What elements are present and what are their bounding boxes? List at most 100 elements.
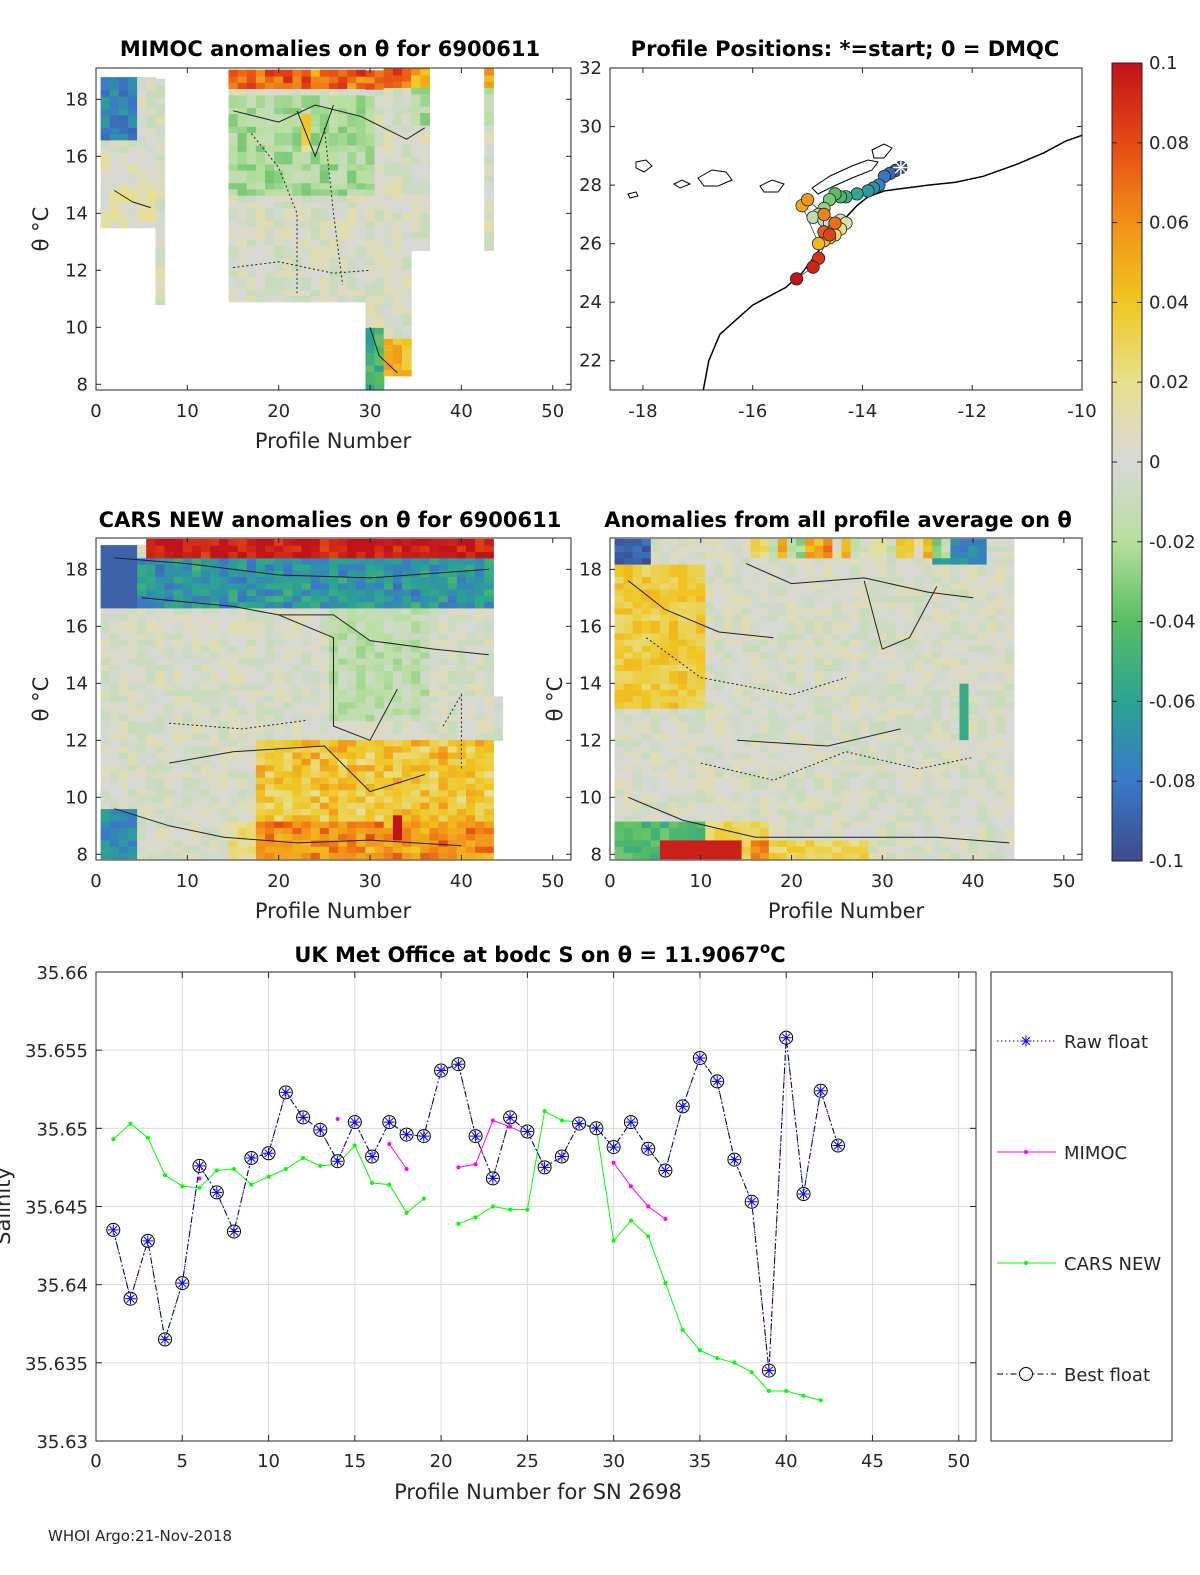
heatmap-cell <box>328 626 339 634</box>
heatmap-cell <box>796 582 806 590</box>
heatmap-cell <box>669 726 679 734</box>
heatmap-cell <box>420 162 430 170</box>
heatmap-cell <box>456 607 467 615</box>
heatmap-cell <box>255 639 266 647</box>
heatmap-cell <box>714 639 725 647</box>
heatmap-cell <box>402 331 412 339</box>
heatmap-cell <box>696 576 706 584</box>
heatmap-cell <box>732 733 743 741</box>
heatmap-cell <box>805 639 815 647</box>
heatmap-cell <box>365 664 376 672</box>
heatmap-cell <box>787 733 797 741</box>
heatmap-cell <box>118 551 129 559</box>
heatmap-cell <box>374 264 385 272</box>
heatmap-cell <box>402 770 412 778</box>
heatmap-cell <box>283 833 293 841</box>
heatmap-cell <box>420 626 430 634</box>
heatmap-cell <box>741 570 752 578</box>
heatmap-cell <box>328 276 339 284</box>
heatmap-cell <box>777 808 788 816</box>
heatmap-cell <box>237 220 248 228</box>
heatmap-cell <box>484 137 494 145</box>
cars-y-label: θ °C <box>29 677 53 722</box>
heatmap-cell <box>850 814 861 822</box>
heatmap-cell <box>137 770 147 778</box>
heatmap-cell <box>466 827 476 835</box>
heatmap-cell <box>411 601 421 609</box>
heatmap-cell <box>841 645 852 653</box>
heatmap-cell <box>356 777 366 784</box>
heatmap-cell <box>201 664 211 672</box>
heatmap-cell <box>274 132 284 140</box>
heatmap-cell <box>438 676 449 684</box>
heatmap-cell <box>155 626 166 634</box>
heatmap-cell <box>201 802 211 810</box>
heatmap-cell <box>420 125 430 132</box>
heatmap-cell <box>741 802 752 810</box>
heatmap-cell <box>392 833 403 841</box>
heatmap-cell <box>484 714 494 722</box>
heatmap-cell <box>146 108 156 116</box>
heatmap-cell <box>191 770 202 778</box>
heatmap-cell <box>201 670 211 678</box>
heatmap-cell <box>868 777 879 784</box>
heatmap-cell <box>383 770 394 778</box>
heatmap-cell <box>319 595 330 603</box>
heatmap-cell <box>319 245 330 253</box>
heatmap-cell <box>310 714 321 722</box>
heatmap-cell <box>128 102 138 110</box>
heatmap-cell <box>696 595 706 603</box>
heatmap-cell <box>732 614 743 621</box>
heatmap-cell <box>687 802 697 810</box>
heatmap-cell <box>201 852 211 860</box>
heatmap-cell <box>868 676 879 684</box>
heatmap-cell <box>356 770 366 778</box>
heatmap-cell <box>356 245 366 253</box>
heatmap-cell <box>850 770 861 778</box>
heatmap-cell <box>118 576 129 584</box>
heatmap-cell <box>429 821 440 828</box>
heatmap-cell <box>374 233 385 241</box>
heatmap-cell <box>750 802 761 810</box>
heatmap-cell <box>623 632 634 640</box>
heatmap-cell <box>777 770 788 778</box>
heatmap-cell <box>823 626 833 634</box>
heatmap-cell <box>365 545 376 552</box>
heatmap-cell <box>714 795 725 803</box>
heatmap-cell <box>466 683 476 690</box>
heatmap-cell <box>100 739 111 747</box>
heatmap-cell <box>632 689 643 697</box>
heatmap-cell <box>383 846 394 853</box>
heatmap-cell <box>274 651 284 659</box>
heatmap-cell <box>641 538 652 546</box>
heatmap-cell <box>328 232 339 240</box>
heatmap-cell <box>237 270 248 278</box>
heatmap-cell <box>319 82 330 90</box>
heatmap-cell <box>678 651 688 659</box>
heatmap-cell <box>237 607 248 615</box>
heatmap-cell <box>696 846 706 853</box>
heatmap-cell <box>841 739 852 747</box>
heatmap-cell <box>632 701 643 709</box>
heatmap-cell <box>237 701 248 709</box>
heatmap-cell <box>429 733 440 741</box>
heatmap-cell <box>723 620 734 628</box>
heatmap-cell <box>466 846 476 853</box>
heatmap-cell <box>484 168 494 176</box>
heatmap-cell <box>732 582 743 590</box>
heatmap-cell <box>109 108 120 116</box>
heatmap-cell <box>787 789 797 797</box>
heatmap-cell <box>319 827 330 835</box>
heatmap-cell <box>868 752 879 759</box>
x-tick-label: 10 <box>176 401 199 422</box>
heatmap-cell <box>237 257 248 265</box>
heatmap-cell <box>374 89 385 96</box>
heatmap-cell <box>669 689 679 697</box>
heatmap-cell <box>374 82 385 90</box>
heatmap-cell <box>787 632 797 640</box>
heatmap-cell <box>420 689 430 697</box>
heatmap-cell <box>420 651 430 659</box>
heatmap-cell <box>228 676 239 684</box>
heatmap-cell <box>392 137 403 145</box>
heatmap-cell <box>319 176 330 184</box>
